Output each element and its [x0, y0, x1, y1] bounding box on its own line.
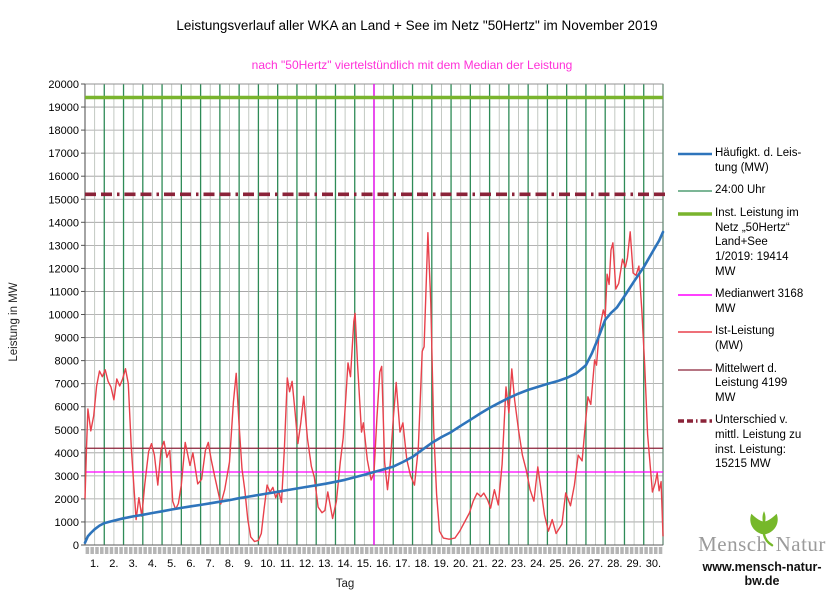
legend-item-ist-leistung: Ist-Leistung (MW) [678, 324, 830, 353]
medianwert-swatch-icon [678, 294, 712, 296]
x-tick-label: 24. [530, 558, 545, 570]
y-tick-label: 16000 [48, 171, 79, 183]
x-tick-label: 10. [260, 558, 275, 570]
y-tick-label: 3000 [55, 471, 79, 483]
legend-item-label: Ist-Leistung (MW) [715, 325, 775, 352]
legend-item-label: 24:00 Uhr [715, 184, 766, 197]
x-tick-label: 16. [376, 558, 391, 570]
x-axis-labels: 1. 2. 3. 4. 5. 6. 7. 8. 9. 10. 11. 12. 13. 14. 15. 16. 1… [90, 558, 661, 570]
legend-item-label: Unterschied v. mittl. Leistung zu inst. … [715, 414, 802, 471]
x-tick-label: 30. [646, 558, 661, 570]
y-tick-label: 10000 [48, 310, 79, 322]
x-tick-label: 2. [109, 558, 118, 570]
x-tick-label: 12. [299, 558, 314, 570]
x-tick-label: 27. [588, 558, 603, 570]
x-tick-label: 13. [318, 558, 333, 570]
inst-leistung-swatch-icon [678, 212, 712, 216]
y-tick-label: 14000 [48, 217, 79, 229]
legend-item-mitternacht: 24:00 Uhr [678, 183, 830, 198]
x-tick-label: 29. [626, 558, 641, 570]
chart-subtitle: nach "50Hertz" viertelstündlich mit dem … [251, 58, 573, 72]
haeufigkeit-swatch-icon [678, 152, 712, 156]
haeufigkeit-line [83, 230, 665, 544]
x-tick-label: 6. [186, 558, 195, 570]
x-tick-label: 28. [607, 558, 622, 570]
mittelwert-swatch-icon [678, 368, 712, 371]
legend-item-inst-leistung: Inst. Leistung im Netz „50Hertz“ Land+Se… [678, 206, 830, 279]
legend-item-label: Häufigkt. d. Leis- tung (MW) [715, 147, 802, 174]
ist-leistung-swatch-icon [678, 331, 712, 334]
y-tick-label: 1000 [55, 517, 79, 529]
legend-item-haeufigkeit: Häufigkt. d. Leis- tung (MW) [678, 146, 830, 175]
x-tick-label: 25. [549, 558, 564, 570]
x-tick-label: 1. [90, 558, 99, 570]
x-tick-label: 5. [167, 558, 176, 570]
legend-item-label: Medianwert 3168 MW [715, 288, 804, 315]
y-tick-label: 5000 [55, 425, 79, 437]
legend-item-label: Mittelwert d. Leistung 4199 MW [715, 362, 788, 404]
x-tick-label: 7. [206, 558, 215, 570]
mensch-natur-logo: Mensch Natur www.mensch-natur-bw.de [688, 511, 834, 588]
x-tick-label: 8. [225, 558, 234, 570]
x-tick-label: 4. [148, 558, 157, 570]
y-tick-label: 11000 [49, 286, 79, 298]
y-tick-label: 20000 [48, 79, 79, 91]
y-tick-label: 9000 [55, 333, 79, 345]
ist-leistung-line [84, 231, 664, 543]
y-tick-label: 18000 [48, 125, 79, 137]
y-tick-label: 6000 [55, 402, 79, 414]
x-tick-label: 18. [415, 558, 430, 570]
x-tick-label: 20. [453, 558, 468, 570]
x-tick-label: 26. [569, 558, 584, 570]
x-tick-label: 15. [357, 558, 372, 570]
y-tick-label: 17000 [48, 148, 79, 160]
ginkgo-leaf-icon [750, 511, 778, 547]
y-tick-label: 15000 [48, 194, 79, 206]
logo-word-natur: Natur [775, 532, 826, 556]
unterschied-swatch-icon [678, 419, 712, 424]
y-tick-label: 8000 [55, 356, 79, 368]
y-axis-labels: 0 1000 2000 3000 4000 5000 6000 7000 8000 9000 100… [48, 79, 85, 552]
x-tick-label: 11. [280, 558, 294, 570]
x-axis-title: Tag [335, 578, 355, 590]
legend-item-unterschied: Unterschied v. mittl. Leistung zu inst. … [678, 413, 830, 471]
y-tick-label: 4000 [55, 448, 79, 460]
x-tick-label: 9. [244, 558, 253, 570]
x-tick-label: 19. [434, 558, 449, 570]
logo-website: www.mensch-natur-bw.de [702, 560, 822, 588]
y-tick-label: 12000 [48, 263, 79, 275]
y-tick-label: 0 [73, 540, 79, 552]
y-tick-label: 7000 [55, 379, 79, 391]
y-tick-label: 13000 [48, 240, 79, 252]
legend: Häufigkt. d. Leis- tung (MW) 24:00 Uhr Ins… [678, 146, 830, 472]
x-tick-label: 3. [129, 558, 138, 570]
x-tick-label: 23. [511, 558, 526, 570]
legend-item-mittelwert: Mittelwert d. Leistung 4199 MW [678, 362, 830, 406]
logo-word-mensch: Mensch [698, 532, 768, 556]
y-tick-label: 2000 [55, 494, 79, 506]
x-tick-label: 14. [337, 558, 352, 570]
x-tick-label: 17. [395, 558, 410, 570]
x-axis-tick-strip [85, 547, 663, 554]
y-tick-label: 19000 [48, 102, 79, 114]
legend-item-medianwert: Medianwert 3168 MW [678, 287, 830, 316]
chart-title: Leistungsverlauf aller WKA an Land + See… [176, 18, 658, 33]
mitternacht-swatch-icon [678, 190, 712, 192]
x-tick-label: 22. [492, 558, 507, 570]
logo-wordmark: Mensch Natur [688, 532, 834, 557]
legend-item-label: Inst. Leistung im Netz „50Hertz“ Land+Se… [715, 207, 799, 278]
x-tick-label: 21. [472, 558, 487, 570]
